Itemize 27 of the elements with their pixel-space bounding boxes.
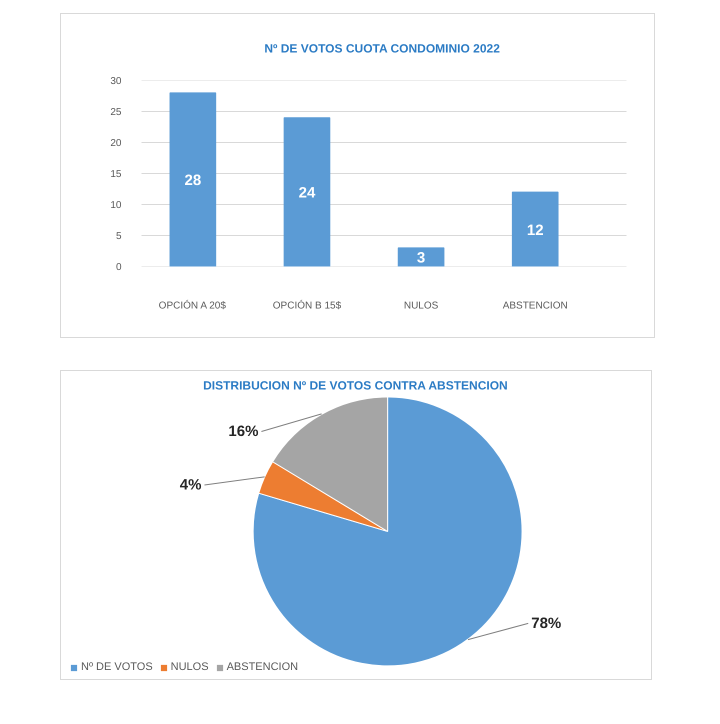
chart-title: DISTRIBUCION Nº DE VOTOS CONTRA ABSTENCION <box>203 378 508 392</box>
data-label: 3 <box>416 250 426 267</box>
x-tick-label: OPCIÓN A 20$ <box>158 300 226 312</box>
chart-title: Nº DE VOTOS CUOTA CONDOMINIO 2022 <box>264 42 500 56</box>
legend-label: NULOS <box>170 661 209 673</box>
y-tick-label: 10 <box>110 200 122 211</box>
y-tick-label: 25 <box>110 107 122 118</box>
y-tick-label: 30 <box>110 76 122 87</box>
x-tick-label: OPCIÓN B 15$ <box>272 300 342 312</box>
y-tick-label: 20 <box>110 138 122 149</box>
y-tick-label: 0 <box>116 262 122 273</box>
data-label: 16% <box>228 422 258 440</box>
bar <box>170 92 216 266</box>
legend-label: ABSTENCION <box>226 661 298 673</box>
data-label: 24 <box>298 184 316 202</box>
bar <box>284 117 330 266</box>
x-tick-label: NULOS <box>404 300 439 312</box>
x-tick-label: ABSTENCION <box>502 300 568 312</box>
data-label: 4% <box>180 476 202 494</box>
y-tick-label: 5 <box>116 231 122 242</box>
data-label: 78% <box>531 614 562 632</box>
data-label: 28 <box>184 172 202 190</box>
bar <box>398 247 444 266</box>
legend-label: Nº DE VOTOS <box>81 661 153 673</box>
y-tick-label: 15 <box>110 169 122 180</box>
bar <box>512 192 559 266</box>
data-label: 12 <box>526 222 544 239</box>
